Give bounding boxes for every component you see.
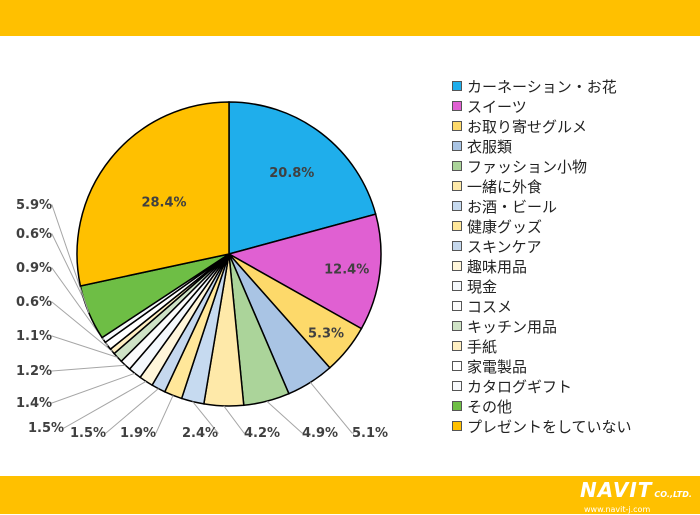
legend-item: コスメ bbox=[452, 296, 632, 316]
slice-label: 12.4% bbox=[324, 263, 369, 278]
slice-label: 1.5% bbox=[70, 426, 106, 441]
legend-item: その他 bbox=[452, 396, 632, 416]
legend-item: 家電製品 bbox=[452, 356, 632, 376]
legend-label: コスメ bbox=[467, 297, 513, 316]
slice-label: 1.9% bbox=[120, 426, 156, 441]
top-band bbox=[0, 0, 700, 36]
legend-label: お取り寄せグルメ bbox=[467, 117, 588, 136]
pie-slice bbox=[76, 101, 230, 287]
leader-line bbox=[50, 364, 126, 372]
legend-label: カーネーション・お花 bbox=[467, 77, 617, 96]
legend-swatch bbox=[452, 421, 462, 431]
legend-item: 手紙 bbox=[452, 336, 632, 356]
legend-swatch bbox=[452, 101, 462, 111]
slice-label: 0.6% bbox=[16, 295, 52, 310]
legend-item: スキンケア bbox=[452, 236, 632, 256]
legend-label: お酒・ビール bbox=[467, 197, 558, 216]
slice-label: 1.2% bbox=[16, 364, 52, 379]
legend-label: 現金 bbox=[467, 277, 498, 296]
pie-slice bbox=[228, 101, 377, 255]
legend-item: カーネーション・お花 bbox=[452, 76, 632, 96]
legend-label: 家電製品 bbox=[467, 357, 528, 376]
legend-swatch bbox=[452, 221, 462, 231]
slice-label: 5.9% bbox=[16, 198, 52, 213]
leader-line bbox=[104, 388, 159, 434]
legend-label: スキンケア bbox=[467, 237, 542, 256]
logo-suffix: CO.,LTD. bbox=[654, 490, 692, 499]
leader-line bbox=[50, 301, 113, 352]
slice-label: 0.6% bbox=[16, 227, 52, 242]
legend-swatch bbox=[452, 401, 462, 411]
leader-line bbox=[62, 380, 147, 429]
legend-label: 手紙 bbox=[467, 337, 498, 356]
legend-swatch bbox=[452, 261, 462, 271]
legend-label: その他 bbox=[467, 397, 513, 416]
legend-swatch bbox=[452, 341, 462, 351]
slice-label: 4.2% bbox=[244, 426, 280, 441]
leader-line bbox=[266, 400, 304, 434]
slice-label: 2.4% bbox=[182, 426, 218, 441]
legend-label: スイーツ bbox=[467, 97, 527, 116]
slice-label: 5.3% bbox=[308, 326, 344, 341]
legend-swatch bbox=[452, 361, 462, 371]
legend-item: お取り寄せグルメ bbox=[452, 116, 632, 136]
slice-label: 20.8% bbox=[269, 166, 314, 181]
legend-swatch bbox=[452, 121, 462, 131]
legend-swatch bbox=[452, 321, 462, 331]
leader-line bbox=[50, 335, 118, 358]
slice-label: 28.4% bbox=[141, 196, 186, 211]
legend-item: キッチン用品 bbox=[452, 316, 632, 336]
legend-label: 一緒に外食 bbox=[467, 177, 543, 196]
legend-label: プレゼントをしていない bbox=[467, 417, 632, 436]
legend-item: 一緒に外食 bbox=[452, 176, 632, 196]
legend-swatch bbox=[452, 181, 462, 191]
company-logo: NAVIT CO.,LTD. www.navit-j.com bbox=[580, 480, 692, 515]
legend-item: スイーツ bbox=[452, 96, 632, 116]
leader-line bbox=[310, 382, 354, 434]
slice-label: 5.1% bbox=[352, 426, 388, 441]
leader-line bbox=[154, 395, 174, 434]
legend-swatch bbox=[452, 141, 462, 151]
legend-item: プレゼントをしていない bbox=[452, 416, 632, 436]
logo-name: NAVIT bbox=[580, 478, 653, 502]
legend-item: カタログギフト bbox=[452, 376, 632, 396]
legend-swatch bbox=[452, 241, 462, 251]
legend-item: ファッション小物 bbox=[452, 156, 632, 176]
slice-label: 1.1% bbox=[16, 329, 52, 344]
leader-line bbox=[50, 204, 90, 313]
leader-line bbox=[50, 267, 109, 347]
legend-label: 趣味用品 bbox=[467, 257, 528, 276]
leader-line bbox=[50, 372, 135, 404]
logo-url: www.navit-j.com bbox=[584, 505, 651, 514]
legend-item: 趣味用品 bbox=[452, 256, 632, 276]
legend-swatch bbox=[452, 201, 462, 211]
bottom-band bbox=[0, 476, 700, 514]
legend-swatch bbox=[452, 81, 462, 91]
legend-item: 衣服類 bbox=[452, 136, 632, 156]
chart-legend: カーネーション・お花 スイーツ お取り寄せグルメ 衣服類 ファッション小物 一緒に外食 お酒… bbox=[452, 76, 632, 436]
legend-label: カタログギフト bbox=[467, 377, 573, 396]
legend-label: キッチン用品 bbox=[467, 317, 558, 336]
legend-label: ファッション小物 bbox=[467, 157, 588, 176]
slice-label: 0.9% bbox=[16, 261, 52, 276]
legend-swatch bbox=[452, 381, 462, 391]
legend-swatch bbox=[452, 161, 462, 171]
legend-item: 現金 bbox=[452, 276, 632, 296]
legend-label: 健康グッズ bbox=[467, 217, 543, 236]
legend-item: 健康グッズ bbox=[452, 216, 632, 236]
pie-slice bbox=[227, 213, 382, 330]
legend-item: お酒・ビール bbox=[452, 196, 632, 216]
slice-label: 1.5% bbox=[28, 421, 64, 436]
leader-line bbox=[192, 401, 220, 434]
legend-swatch bbox=[452, 301, 462, 311]
slice-label: 1.4% bbox=[16, 396, 52, 411]
legend-label: 衣服類 bbox=[467, 137, 513, 156]
legend-swatch bbox=[452, 281, 462, 291]
slice-label: 4.9% bbox=[302, 426, 338, 441]
pie-chart: 20.8% 12.4% 5.3% 5.1% 4.9% 4.2% 2.4% 1.9% 1.5% 1.… bbox=[16, 101, 388, 441]
leader-line bbox=[223, 405, 246, 434]
